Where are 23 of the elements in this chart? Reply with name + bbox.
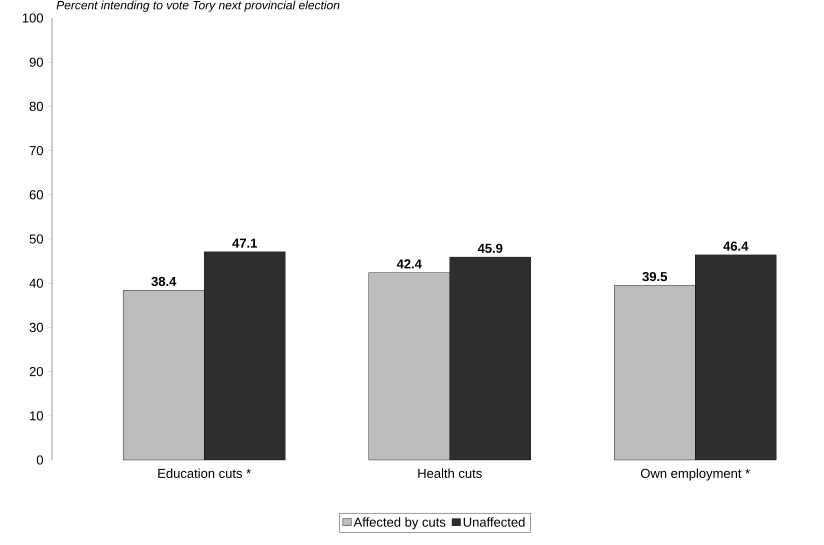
data-label: 39.5 <box>642 272 668 282</box>
y-tick-label: 70 <box>30 146 44 156</box>
y-tick-label: 40 <box>29 278 44 288</box>
data-label: 46.4 <box>723 241 748 251</box>
y-tick-label: 0 <box>36 455 44 465</box>
y-tick-label: 20 <box>30 366 44 376</box>
legend-label: Unaffected <box>464 517 525 527</box>
x-tick-label: Health cuts <box>418 468 482 478</box>
data-label: 47.1 <box>232 238 258 248</box>
y-tick-label: 100 <box>22 13 44 23</box>
y-tick-label: 30 <box>30 322 44 332</box>
y-tick-label: 80 <box>30 102 44 111</box>
y-tick-label: 90 <box>30 58 44 67</box>
y-tick-label: 10 <box>30 411 44 420</box>
x-tick-label: Own employment * <box>640 468 750 481</box>
y-tick-label: 60 <box>30 190 44 200</box>
y-tick-label: 50 <box>30 234 44 244</box>
data-label: 42.4 <box>396 259 422 268</box>
chart-title: Percent intending to vote Tory next provincial election <box>56 0 340 12</box>
data-label: 38.4 <box>151 276 176 286</box>
x-tick-label: Education cuts * <box>158 468 251 478</box>
data-label: 45.9 <box>478 244 502 253</box>
legend-label: Affected by cuts <box>354 517 446 530</box>
